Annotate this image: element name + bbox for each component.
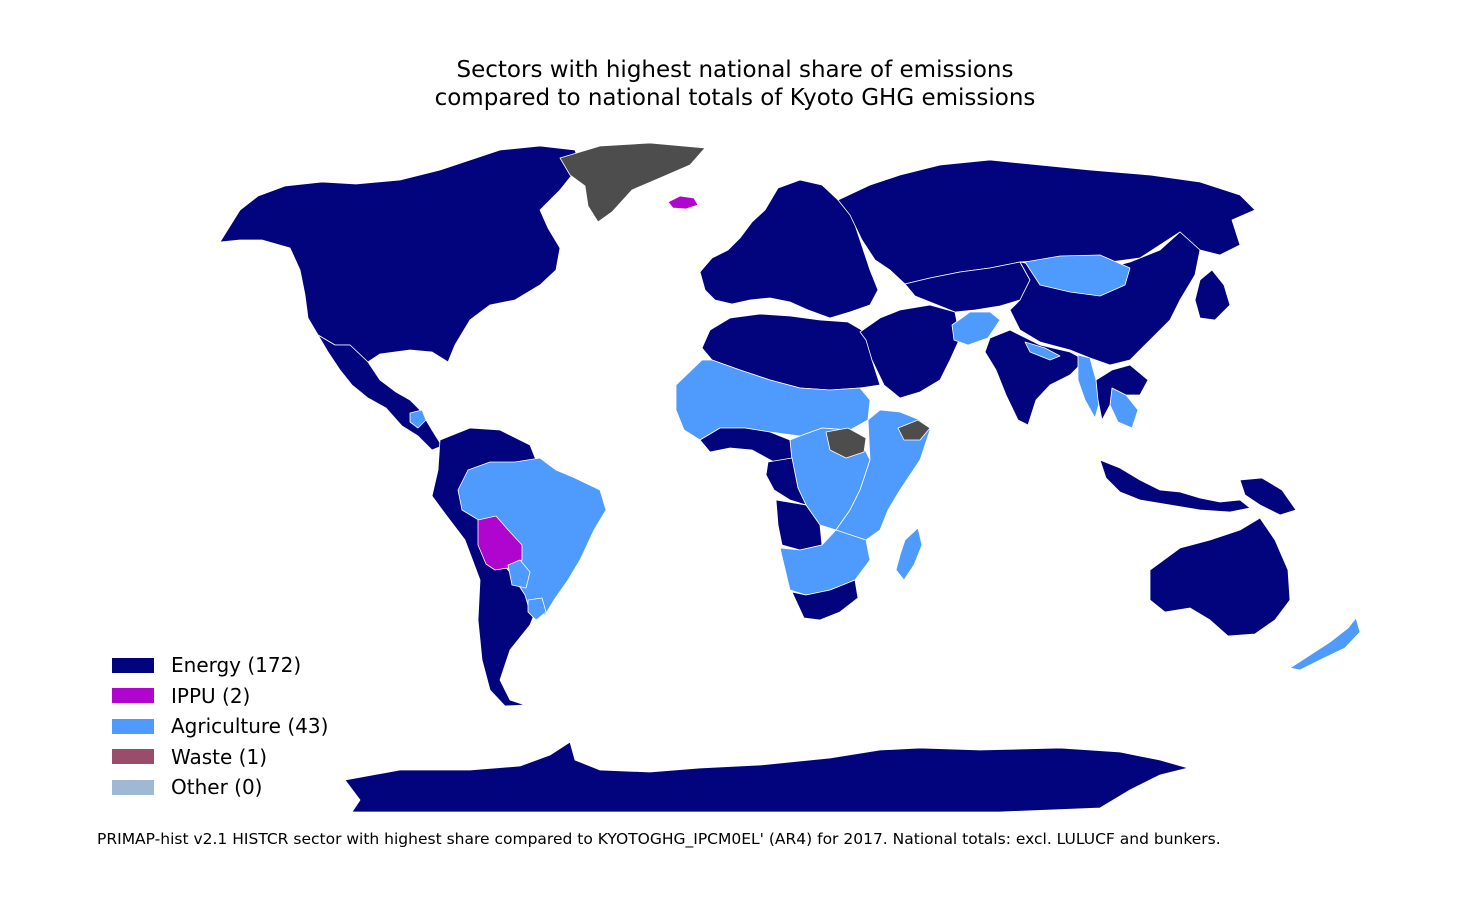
title-line-1: Sectors with highest national share of e… xyxy=(456,57,1014,83)
legend-swatch-waste xyxy=(112,749,154,765)
region-new-zealand xyxy=(1289,617,1361,671)
legend-swatch-energy xyxy=(112,657,154,673)
region-japan-korea xyxy=(1194,269,1231,321)
region-europe xyxy=(699,179,879,319)
region-china xyxy=(1009,231,1201,366)
region-afghanistan xyxy=(951,311,1001,346)
footnote: PRIMAP-hist v2.1 HISTCR sector with high… xyxy=(97,830,1221,848)
region-australia xyxy=(1149,517,1291,637)
region-madagascar xyxy=(895,527,923,581)
region-east-africa xyxy=(835,409,931,541)
legend-item-ippu: IPPU (2) xyxy=(112,681,328,712)
legend-item-other: Other (0) xyxy=(112,772,328,803)
region-iceland xyxy=(667,195,699,210)
region-paraguay xyxy=(507,559,531,589)
region-nicaragua xyxy=(409,409,427,429)
region-papua-new-guinea xyxy=(1239,477,1297,516)
region-southeast-asia xyxy=(1095,364,1149,421)
region-myanmar xyxy=(1077,354,1101,419)
legend-swatch-agriculture xyxy=(112,718,154,734)
region-uruguay xyxy=(527,597,547,621)
region-south-africa xyxy=(791,579,859,621)
legend-item-waste: Waste (1) xyxy=(112,742,328,773)
legend-label-agriculture: Agriculture (43) xyxy=(171,714,329,739)
legend-label-energy: Energy (172) xyxy=(171,653,302,678)
title-line-2: compared to national totals of Kyoto GHG… xyxy=(434,85,1036,111)
legend-swatch-ippu xyxy=(112,688,154,704)
region-indonesia xyxy=(1099,459,1251,513)
legend-label-other: Other (0) xyxy=(171,775,263,800)
region-antarctica xyxy=(344,741,1189,813)
region-nepal xyxy=(1024,341,1061,361)
region-southern-africa-agri xyxy=(779,529,871,596)
region-south-asia xyxy=(984,329,1086,426)
legend-label-waste: Waste (1) xyxy=(171,744,268,769)
region-greenland xyxy=(559,142,706,223)
region-congo-gabon xyxy=(765,457,807,506)
region-south-sudan xyxy=(825,427,867,459)
legend: Energy (172) IPPU (2) Agriculture (43) W… xyxy=(112,650,328,803)
region-somalia xyxy=(897,419,931,441)
legend-item-energy: Energy (172) xyxy=(112,650,328,681)
region-north-america xyxy=(219,145,581,363)
legend-label-ippu: IPPU (2) xyxy=(171,683,251,708)
region-mongolia xyxy=(1024,254,1131,297)
region-middle-east xyxy=(859,304,961,399)
chart-title: Sectors with highest national share of e… xyxy=(0,56,1470,112)
legend-item-agriculture: Agriculture (43) xyxy=(112,711,328,742)
legend-swatch-other xyxy=(112,779,154,795)
